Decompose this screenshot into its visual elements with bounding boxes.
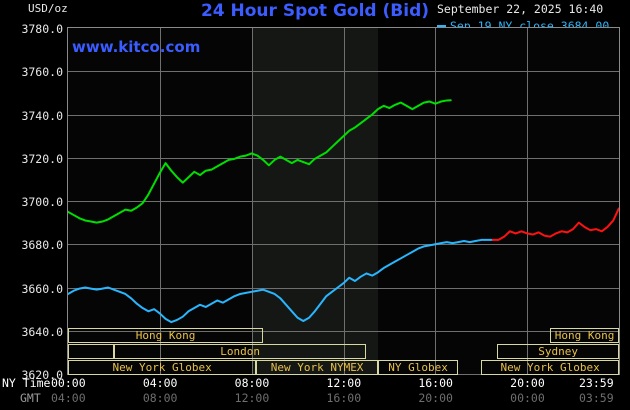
x-tick-gmt: 16:00 <box>326 391 362 405</box>
x-tick-ny-time: 04:00 <box>142 376 178 390</box>
price-lines <box>68 99 619 324</box>
legend-swatch-prev-close <box>437 24 446 27</box>
x-tick-ny-time: 12:00 <box>326 376 362 390</box>
x-gridline <box>435 28 437 374</box>
x-tick-ny-time: 16:00 <box>418 376 453 390</box>
plot-area: Hong Kong Hong Kong London Sydney New York G… <box>67 27 620 375</box>
y-axis-tick-label: 3620.0 <box>21 368 63 382</box>
x-tick-ny-time: 23:59 <box>579 376 614 390</box>
ny-time-caption: NY Time <box>2 376 51 390</box>
x-gridline <box>343 28 345 374</box>
timestamp: September 22, 2025 16:40 <box>437 2 604 16</box>
session-bar-sydney: Sydney <box>497 344 619 359</box>
session-bar-ny-globex: NY Globex <box>377 360 459 375</box>
x-tick-ny-time: 08:00 <box>234 376 270 390</box>
y-axis-tick-label: 3680.0 <box>21 238 63 253</box>
y-axis-unit-label: USD/oz <box>28 2 68 15</box>
x-gridline <box>527 28 529 374</box>
page-title: 24 Hour Spot Gold (Bid) <box>200 1 430 21</box>
x-tick-gmt: 00:00 <box>510 391 545 405</box>
y-axis: 3780.0 3760.0 3740.0 3720.0 3700.0 3680.0 3660… <box>0 0 63 410</box>
session-bar-hong-kong-2: Hong Kong <box>550 328 619 343</box>
session-bar-new-york-globex: New York Globex <box>68 360 257 375</box>
x-tick-ny-time: 00:00 <box>51 376 86 390</box>
y-axis-tick-label: 3700.0 <box>21 195 63 209</box>
x-tick-gmt: 03:59 <box>579 391 614 405</box>
x-tick-gmt: 04:00 <box>51 391 86 405</box>
x-tick-gmt: 08:00 <box>142 391 178 405</box>
x-tick-gmt: 12:00 <box>234 391 270 405</box>
session-bar-session-blank-a <box>68 344 114 359</box>
price-line <box>491 207 619 241</box>
session-bar-new-york-nymex: New York NYMEX <box>256 360 378 375</box>
price-line <box>68 238 494 324</box>
y-axis-tick-label: 3740.0 <box>21 108 63 123</box>
x-gridline <box>251 28 253 374</box>
y-axis-tick-label: 3720.0 <box>21 151 63 166</box>
x-gridline <box>159 28 161 374</box>
session-bar-hong-kong-1: Hong Kong <box>68 328 264 343</box>
x-tick-gmt: 20:00 <box>418 391 453 405</box>
x-axis: NY Time GMT 00:00 04:00 04:00 08:00 08:00 12:… <box>0 376 630 410</box>
y-axis-tick-label: 3760.0 <box>21 65 63 80</box>
x-tick-ny-time: 20:00 <box>510 376 545 390</box>
kitco-watermark: www.kitco.com <box>72 38 201 56</box>
y-axis-tick-label: 3780.0 <box>21 22 63 36</box>
session-bar-new-york-globex-2: New York Globex <box>481 360 619 375</box>
y-axis-tick-label: 3660.0 <box>21 281 63 296</box>
plot-inner <box>68 28 619 375</box>
session-bar-london: London <box>113 344 367 359</box>
y-axis-tick-label: 3640.0 <box>21 324 63 339</box>
gmt-caption: GMT <box>20 391 41 405</box>
price-line <box>68 99 452 224</box>
